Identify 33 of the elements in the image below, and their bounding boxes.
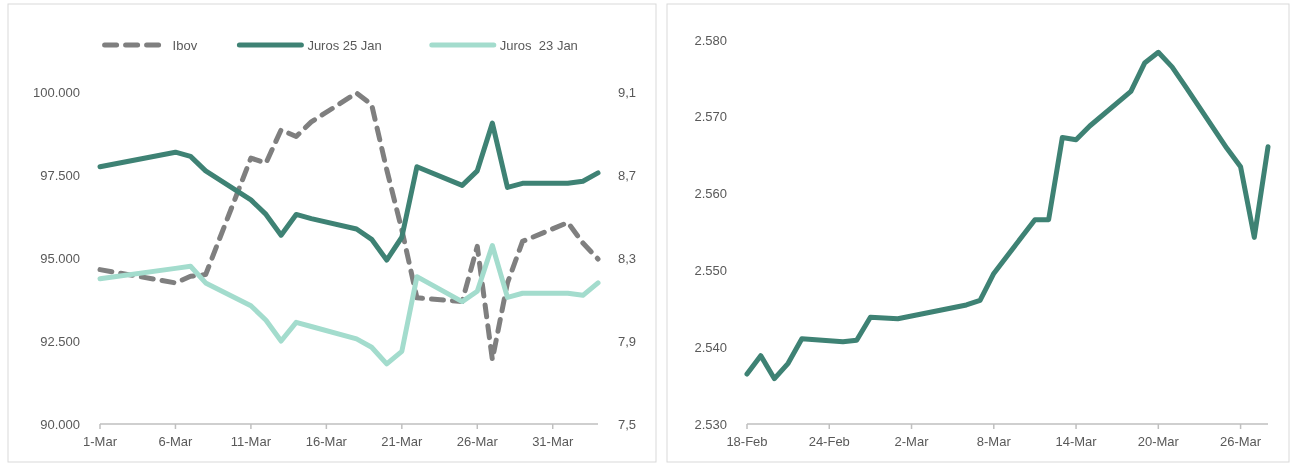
y-tick-label: 90.000 <box>40 416 80 432</box>
y-tick-label: 95.000 <box>40 250 80 266</box>
x-tick-label: 2-Mar <box>894 434 930 449</box>
x-tick-label: 31-Mar <box>532 434 574 449</box>
x-tick-label: 6-Mar <box>158 434 194 449</box>
x-tick-label: 11-Mar <box>230 434 272 449</box>
y-tick-label: 92.500 <box>40 333 80 349</box>
x-tick-label: 20-Mar <box>1137 434 1180 449</box>
y-tick-label: 2.530 <box>694 416 727 432</box>
x-tick-label: 26-Mar <box>1219 434 1262 449</box>
y-tick-label: 2.570 <box>694 109 727 125</box>
x-tick-label: 1-Mar <box>83 434 118 449</box>
x-tick-label: 26-Mar <box>456 434 499 449</box>
y-tick-label: 2.580 <box>694 32 727 48</box>
x-tick-label: 24-Feb <box>808 434 850 449</box>
x-tick-label: 18-Feb <box>726 434 768 449</box>
y-tick-label: 97.500 <box>40 167 80 183</box>
legend-label: Ibov <box>172 37 198 53</box>
x-tick-label: 14-Mar <box>1055 434 1098 449</box>
legend-label: Juros 25 Jan <box>307 37 382 53</box>
y2-tick-label: 7,9 <box>618 333 637 349</box>
y-tick-label: 2.560 <box>694 186 727 202</box>
y2-tick-label: 7,5 <box>618 416 637 432</box>
legend-label: Juros 23 Jan <box>499 37 578 53</box>
y-tick-label: 2.550 <box>694 262 727 278</box>
x-tick-label: 8-Mar <box>976 434 1012 449</box>
y2-tick-label: 9,1 <box>618 84 637 100</box>
y-tick-label: 100.000 <box>33 84 80 100</box>
y-tick-label: 2.540 <box>694 339 727 355</box>
y2-tick-label: 8,7 <box>618 167 637 183</box>
x-tick-label: 21-Mar <box>381 434 424 449</box>
y2-tick-label: 8,3 <box>618 250 637 266</box>
x-tick-label: 16-Mar <box>305 434 348 449</box>
